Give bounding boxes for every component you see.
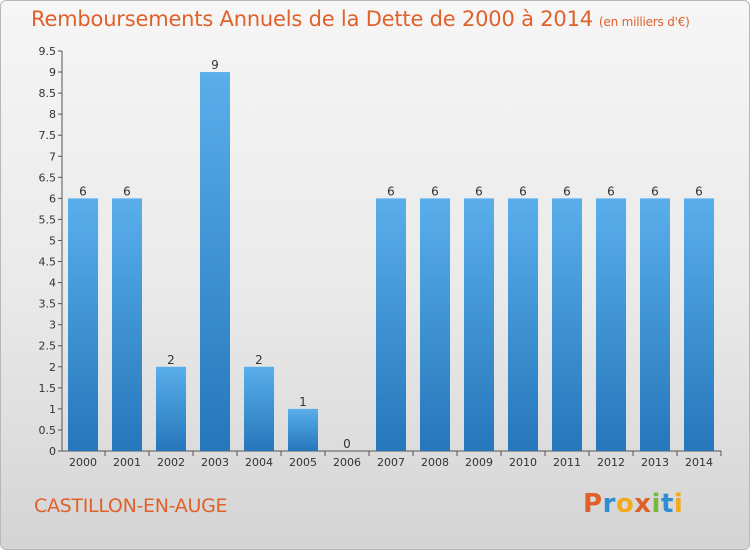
data-label: 0: [343, 437, 351, 451]
bar-2000: [68, 198, 98, 451]
data-label: 6: [563, 184, 571, 198]
data-label: 2: [255, 353, 263, 367]
data-label: 1: [299, 395, 307, 409]
data-label: 6: [123, 184, 131, 198]
bar-2010: [508, 198, 538, 451]
data-label: 6: [695, 184, 703, 198]
y-tick-label: 4.5: [39, 256, 57, 269]
x-tick-label: 2004: [245, 456, 273, 469]
x-tick-label: 2000: [69, 456, 97, 469]
bar-2004: [244, 366, 274, 451]
y-tick-label: 6.5: [39, 171, 57, 184]
chart-title: Remboursements Annuels de la Dette de 20…: [31, 7, 690, 31]
data-label: 6: [651, 184, 659, 198]
y-tick-label: 5.5: [39, 213, 57, 226]
y-tick-label: 5: [49, 234, 56, 247]
bar-2005: [288, 408, 318, 451]
y-tick-label: 0.5: [39, 424, 57, 437]
y-tick-label: 4: [49, 277, 56, 290]
x-tick-label: 2012: [597, 456, 625, 469]
y-tick-label: 8: [49, 108, 56, 121]
y-tick-label: 0: [49, 445, 56, 458]
x-tick-label: 2013: [641, 456, 669, 469]
x-tick-label: 2001: [113, 456, 141, 469]
y-tick-label: 3: [49, 319, 56, 332]
bar-2009: [464, 198, 494, 451]
data-label: 6: [79, 184, 87, 198]
data-label: 6: [431, 184, 439, 198]
chart-axes: 0 0.5 1 1.5 2 2.5 3 3.5 4 4.5 5 5.5 6 6.5 7 7.5 8 8.5 9 9.5: [39, 45, 722, 458]
data-label: 9: [211, 58, 219, 72]
y-tick-label: 7.5: [39, 129, 57, 142]
data-label: 6: [607, 184, 615, 198]
x-tick-label: 2002: [157, 456, 185, 469]
y-tick-label: 9.5: [39, 45, 57, 58]
bar-2014: [684, 198, 714, 451]
bar-2008: [420, 198, 450, 451]
x-tick-label: 2009: [465, 456, 493, 469]
y-tick-label: 1: [49, 403, 56, 416]
x-tick-label: 2011: [553, 456, 581, 469]
x-tick-label: 2007: [377, 456, 405, 469]
x-tick-label: 2003: [201, 456, 229, 469]
chart-labels: 2000 6 2001 6 2002 2 2003 9 2004 2 2005 1 2006 0 2007 6…: [69, 58, 713, 469]
bar-2007: [376, 198, 406, 451]
data-label: 6: [519, 184, 527, 198]
bar-2012: [596, 198, 626, 451]
proxiti-logo: Proxiti: [583, 489, 684, 519]
y-tick-label: 6: [49, 192, 56, 205]
x-tick-label: 2014: [685, 456, 713, 469]
y-tick-label: 1.5: [39, 382, 57, 395]
chart-bars: [68, 72, 714, 451]
x-tick-label: 2008: [421, 456, 449, 469]
bar-2001: [112, 198, 142, 451]
bar-2002: [156, 366, 186, 451]
x-tick-label: 2006: [333, 456, 361, 469]
chart-title-text: Remboursements Annuels de la Dette de 20…: [31, 7, 593, 31]
bar-2011: [552, 198, 582, 451]
y-tick-label: 2.5: [39, 340, 57, 353]
data-label: 6: [475, 184, 483, 198]
bar-2013: [640, 198, 670, 451]
y-tick-label: 3.5: [39, 298, 57, 311]
location-name: CASTILLON-EN-AUGE: [34, 495, 228, 517]
data-label: 6: [387, 184, 395, 198]
y-tick-label: 2: [49, 361, 56, 374]
y-tick-label: 7: [49, 150, 56, 163]
bar-2003: [200, 72, 230, 451]
y-tick-label: 9: [49, 66, 56, 79]
x-tick-label: 2010: [509, 456, 537, 469]
chart-subtitle: (en milliers d'€): [598, 15, 690, 29]
data-label: 2: [167, 353, 175, 367]
y-tick-label: 8.5: [39, 87, 57, 100]
x-tick-label: 2005: [289, 456, 317, 469]
